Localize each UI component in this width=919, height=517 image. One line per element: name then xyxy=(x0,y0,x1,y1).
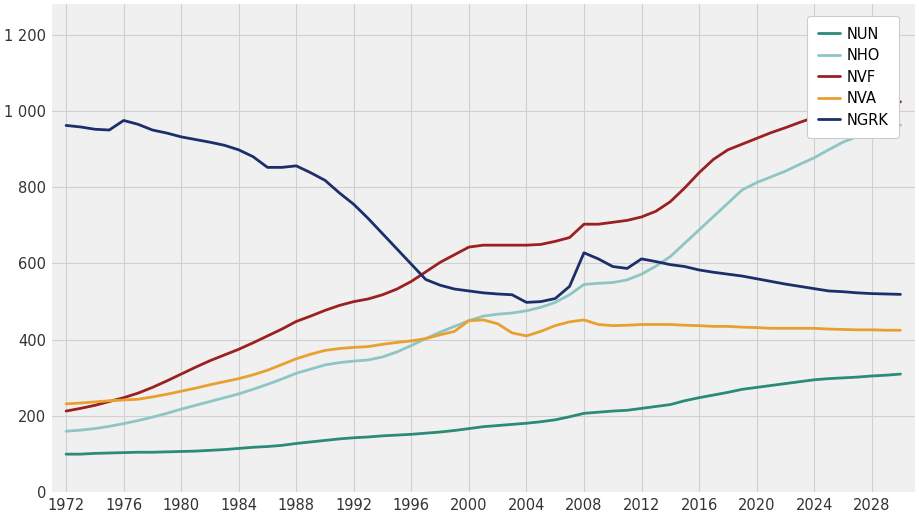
Line: NHO: NHO xyxy=(66,125,901,431)
NHO xyxy=(664,253,675,260)
NVA xyxy=(89,399,100,405)
NHO xyxy=(190,402,201,408)
NVA xyxy=(277,361,288,368)
NVA xyxy=(506,330,517,336)
NHO xyxy=(277,376,288,382)
NVF xyxy=(895,99,906,105)
NUN xyxy=(147,449,158,455)
NGRK xyxy=(694,267,705,273)
Line: NVA: NVA xyxy=(66,320,901,404)
NUN xyxy=(277,442,288,448)
NGRK xyxy=(119,117,130,124)
NVA xyxy=(895,327,906,333)
NGRK xyxy=(162,130,173,136)
NVA xyxy=(478,317,489,323)
NUN xyxy=(61,451,72,457)
NVF xyxy=(277,326,288,332)
Legend: NUN, NHO, NVF, NVA, NGRK: NUN, NHO, NVF, NVA, NGRK xyxy=(808,17,899,138)
NVF xyxy=(190,364,201,370)
NUN xyxy=(89,450,100,457)
Line: NGRK: NGRK xyxy=(66,120,901,302)
NVF xyxy=(61,408,72,414)
NGRK xyxy=(290,163,301,169)
NHO xyxy=(89,425,100,432)
NUN xyxy=(190,448,201,454)
NGRK xyxy=(521,299,532,306)
NHO xyxy=(147,414,158,420)
NVA xyxy=(679,322,690,328)
NVF xyxy=(493,242,504,248)
NHO xyxy=(895,122,906,128)
NUN xyxy=(493,422,504,429)
NUN xyxy=(664,402,675,408)
NVF xyxy=(147,384,158,390)
NVA xyxy=(61,401,72,407)
Line: NUN: NUN xyxy=(66,374,901,454)
NHO xyxy=(61,428,72,434)
Line: NVF: NVF xyxy=(66,102,901,411)
NGRK xyxy=(506,292,517,298)
NHO xyxy=(493,311,504,317)
NGRK xyxy=(895,291,906,297)
NGRK xyxy=(204,139,215,145)
NGRK xyxy=(61,123,72,129)
NGRK xyxy=(89,126,100,132)
NVA xyxy=(190,385,201,391)
NVF xyxy=(664,199,675,205)
NUN xyxy=(895,371,906,377)
NVF xyxy=(89,402,100,408)
NVA xyxy=(147,394,158,400)
